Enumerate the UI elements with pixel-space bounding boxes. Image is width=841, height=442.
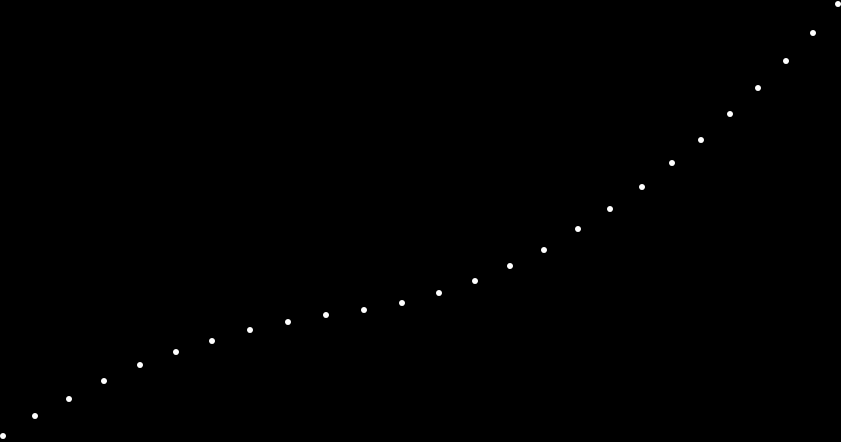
- data-point: [809, 29, 816, 36]
- data-point: [507, 262, 513, 269]
- data-point: [834, 0, 841, 7]
- data-point: [0, 432, 6, 439]
- data-point: [435, 289, 442, 296]
- data-point: [541, 247, 547, 253]
- data-point: [173, 349, 179, 355]
- data-point: [323, 312, 329, 318]
- data-point: [471, 278, 478, 284]
- data-point: [399, 300, 405, 306]
- data-point: [247, 326, 253, 333]
- data-point: [755, 85, 761, 91]
- data-point: [209, 337, 215, 344]
- data-point: [727, 110, 733, 117]
- data-point: [607, 206, 613, 212]
- data-point: [285, 318, 291, 325]
- data-point: [136, 361, 143, 368]
- data-point: [66, 395, 72, 402]
- data-point: [783, 57, 789, 64]
- data-point: [669, 159, 675, 166]
- data-point: [575, 226, 581, 232]
- data-point: [698, 137, 704, 143]
- data-point: [638, 184, 645, 190]
- data-point: [32, 412, 38, 419]
- data-point: [361, 306, 367, 313]
- data-point: [100, 378, 107, 384]
